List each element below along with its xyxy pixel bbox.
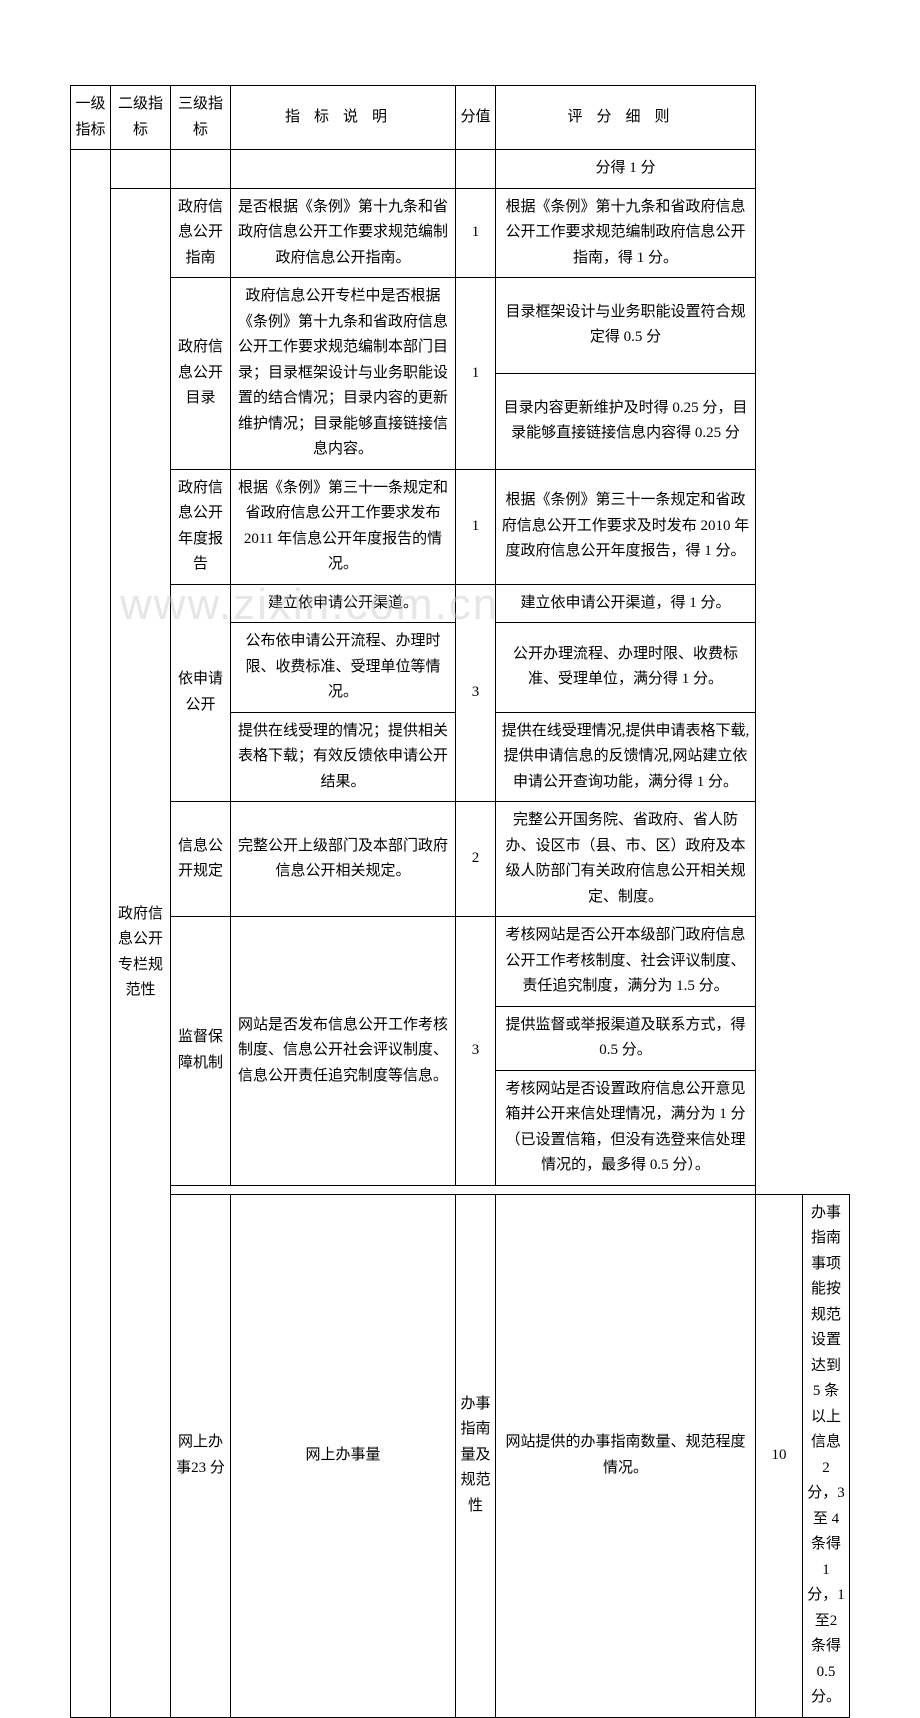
cell-rule-apply-c: 提供在线受理情况,提供申请表格下载,提供申请信息的反馈情况,网站建立依申请公开查… — [496, 712, 756, 802]
cell-score-catalog: 1 — [456, 278, 496, 470]
cell-rule-cont: 分得 1 分 — [496, 150, 756, 189]
th-score: 分值 — [456, 86, 496, 150]
table-row: 政府信息公开专栏规范性 政府信息公开指南 是否根据《条例》第十九条和省政府信息公… — [71, 188, 850, 278]
cell-desc-apply-b: 公布依申请公开流程、办理时限、收费标准、受理单位等情况。 — [231, 623, 456, 713]
th-indicator-1: 一级指标 — [71, 86, 111, 150]
table-row: 分得 1 分 — [71, 150, 850, 189]
table-header-row: 一级指标 二级指标 三级指标 指标说明 分值 评分细则 — [71, 86, 850, 150]
th-rule: 评分细则 — [496, 86, 756, 150]
table-row: 政府信息公开目录 政府信息公开专栏中是否根据《条例》第十九条和省政府信息公开工作… — [71, 278, 850, 374]
table-row: 信息公开规定 完整公开上级部门及本部门政府信息公开相关规定。 2 完整公开国务院… — [71, 802, 850, 917]
cell-desc-blank — [231, 150, 456, 189]
cell-desc-annual: 根据《条例》第三十一条规定和省政府信息公开工作要求发布 2011 年信息公开年度… — [231, 469, 456, 584]
cell-rule-super-c: 考核网站是否设置政府信息公开意见箱并公开来信处理情况，满分为 1 分（已设置信箱… — [496, 1070, 756, 1185]
cell-l3-super: 监督保障机制 — [171, 917, 231, 1186]
cell-l1-blank — [71, 150, 111, 1718]
cell-score-super: 3 — [456, 917, 496, 1186]
cell-l3-reg: 信息公开规定 — [171, 802, 231, 917]
table-row: 依申请公开 建立依申请公开渠道。 3 建立依申请公开渠道，得 1 分。 — [71, 584, 850, 623]
th-indicator-3: 三级指标 — [171, 86, 231, 150]
cell-rule-catalog-b: 目录内容更新维护及时得 0.25 分，目录能够直接链接信息内容得 0.25 分 — [496, 373, 756, 469]
cell-score-online: 10 — [756, 1194, 803, 1717]
cell-l3-annual: 政府信息公开年度报告 — [171, 469, 231, 584]
table-row: 监督保障机制 网站是否发布信息公开工作考核制度、信息公开社会评议制度、信息公开责… — [71, 917, 850, 1007]
th-indicator-2: 二级指标 — [111, 86, 171, 150]
cell-score-annual: 1 — [456, 469, 496, 584]
cell-rule-guide: 根据《条例》第十九条和省政府信息公开工作要求规范编制政府信息公开指南，得 1 分… — [496, 188, 756, 278]
cell-l2-blank — [111, 150, 171, 189]
cell-desc-reg: 完整公开上级部门及本部门政府信息公开相关规定。 — [231, 802, 456, 917]
cell-rule-annual: 根据《条例》第三十一条规定和省政府信息公开工作要求及时发布 2010 年度政府信… — [496, 469, 756, 584]
cell-rule-super-a: 考核网站是否公开本级部门政府信息公开工作考核制度、社会评议制度、责任追究制度，满… — [496, 917, 756, 1007]
cell-desc-apply-c: 提供在线受理的情况；提供相关表格下载；有效反馈依申请公开结果。 — [231, 712, 456, 802]
cell-score-blank — [456, 150, 496, 189]
cell-desc-online: 网站提供的办事指南数量、规范程度情况。 — [496, 1194, 756, 1717]
cell-rule-apply-a: 建立依申请公开渠道，得 1 分。 — [496, 584, 756, 623]
cell-l3-online: 办事指南量及规范性 — [456, 1194, 496, 1717]
cell-rule-online: 办事指南事项能按规范设置达到 5 条以上信息 2 分，3 至 4 条得 1 分，… — [803, 1194, 850, 1717]
cell-score-reg: 2 — [456, 802, 496, 917]
cell-desc-apply-a: 建立依申请公开渠道。 — [231, 584, 456, 623]
cell-rule-catalog-a: 目录框架设计与业务职能设置符合规定得 0.5 分 — [496, 278, 756, 374]
evaluation-table: 一级指标 二级指标 三级指标 指标说明 分值 评分细则 分得 1 分 政府信息公… — [70, 85, 850, 1718]
table-row-spacer — [71, 1185, 850, 1194]
cell-desc-super: 网站是否发布信息公开工作考核制度、信息公开社会评议制度、信息公开责任追究制度等信… — [231, 917, 456, 1186]
cell-l2-online: 网上办事量 — [231, 1194, 456, 1717]
page-container: www.zixin.com.cn 一级指标 二级指标 三级指标 指标说明 分值 … — [0, 0, 920, 1718]
cell-l3-apply: 依申请公开 — [171, 584, 231, 802]
table-row: 政府信息公开年度报告 根据《条例》第三十一条规定和省政府信息公开工作要求发布 2… — [71, 469, 850, 584]
cell-l2-gov-spec: 政府信息公开专栏规范性 — [111, 188, 171, 1717]
cell-rule-reg: 完整公开国务院、省政府、省人防办、设区市（县、市、区）政府及本级人防部门有关政府… — [496, 802, 756, 917]
cell-desc-guide: 是否根据《条例》第十九条和省政府信息公开工作要求规范编制政府信息公开指南。 — [231, 188, 456, 278]
cell-l1-online: 网上办事23 分 — [171, 1194, 231, 1717]
cell-rule-apply-b: 公开办理流程、办理时限、收费标准、受理单位，满分得 1 分。 — [496, 623, 756, 713]
cell-score-apply: 3 — [456, 584, 496, 802]
cell-l3-catalog: 政府信息公开目录 — [171, 278, 231, 470]
cell-rule-super-b: 提供监督或举报渠道及联系方式，得 0.5 分。 — [496, 1006, 756, 1070]
cell-l3-blank — [171, 150, 231, 189]
th-description: 指标说明 — [231, 86, 456, 150]
cell-score-guide: 1 — [456, 188, 496, 278]
cell-desc-catalog: 政府信息公开专栏中是否根据《条例》第十九条和省政府信息公开工作要求规范编制本部门… — [231, 278, 456, 470]
table-row: 网上办事23 分 网上办事量 办事指南量及规范性 网站提供的办事指南数量、规范程… — [71, 1194, 850, 1717]
cell-l3-guide: 政府信息公开指南 — [171, 188, 231, 278]
